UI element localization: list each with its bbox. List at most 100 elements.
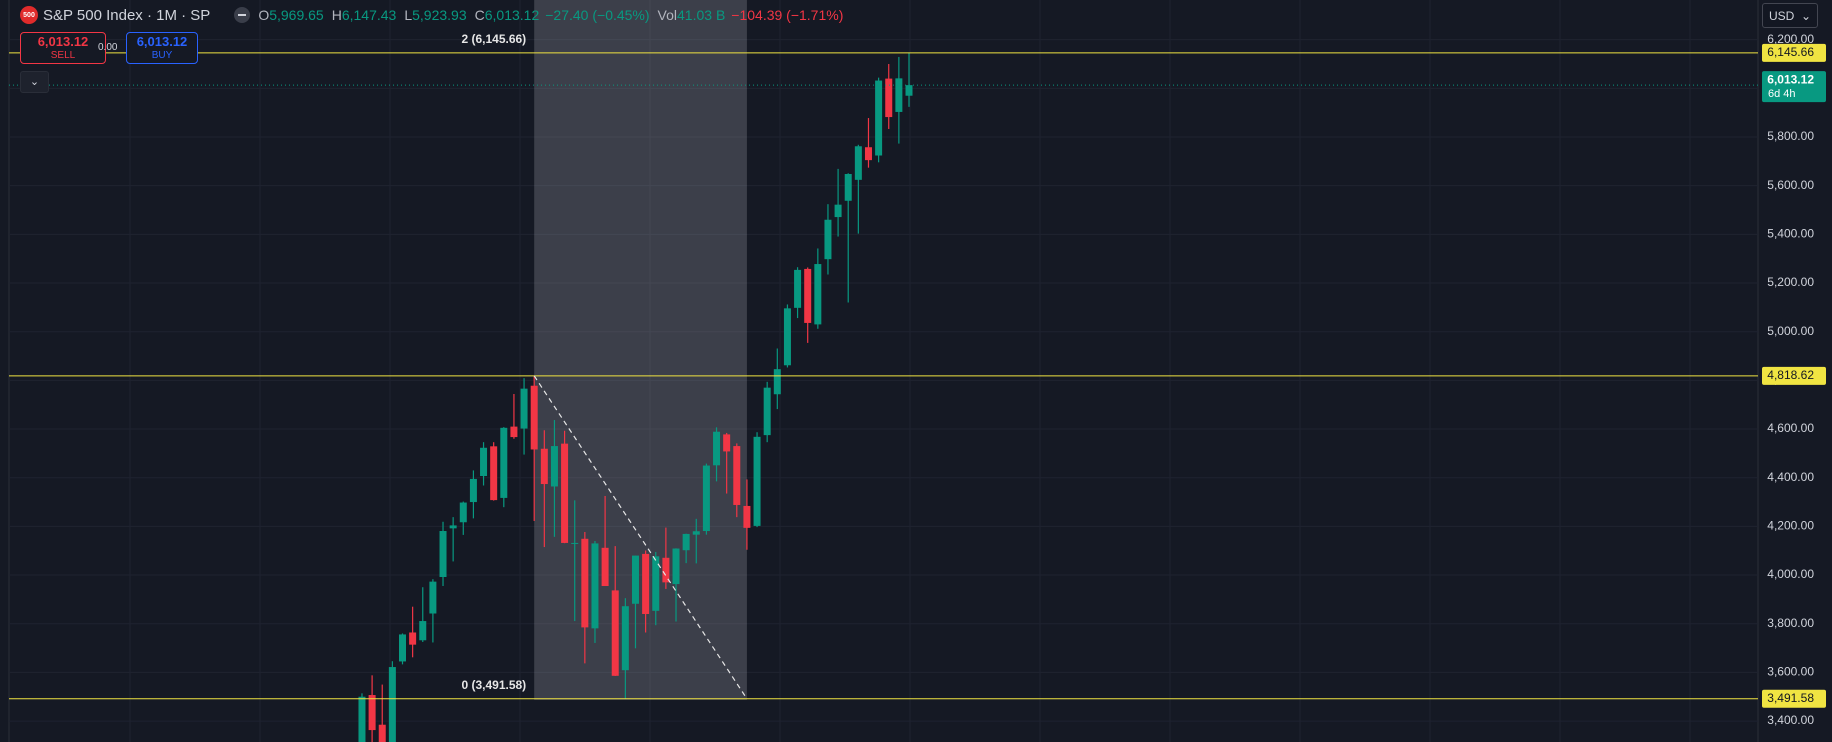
candle-body <box>672 548 680 585</box>
candle-body <box>500 427 508 498</box>
candle-body <box>713 431 721 466</box>
candle-body <box>702 465 710 532</box>
high-label: H <box>331 7 342 23</box>
y-tick-label: 3,400.00 <box>1767 713 1814 727</box>
candle-body <box>864 147 872 161</box>
vol-change: −104.39 (−1.71%) <box>731 7 844 23</box>
candle-body <box>540 448 548 485</box>
y-tick-label: 5,400.00 <box>1767 227 1814 241</box>
sell-price: 6,013.12 <box>37 34 89 49</box>
candle-body <box>662 557 670 583</box>
y-tick-label: 3,800.00 <box>1767 616 1814 630</box>
candle-body <box>358 696 366 742</box>
candle-body <box>743 505 751 528</box>
candle-body <box>520 388 528 429</box>
candle-body <box>824 219 832 260</box>
spread: 0.00 <box>98 42 118 53</box>
candle-body <box>368 695 376 731</box>
candle-body <box>723 434 731 452</box>
candle-body <box>794 269 802 308</box>
sell-label: SELL <box>50 50 76 61</box>
candle-body <box>550 446 558 487</box>
currency-label: USD <box>1769 9 1795 23</box>
candle-body <box>611 590 619 676</box>
candle-body <box>652 556 660 611</box>
candle-body <box>439 531 447 578</box>
y-tick-label: 3,600.00 <box>1767 665 1814 679</box>
candle-body <box>469 478 477 503</box>
y-tick-label: 4,000.00 <box>1767 567 1814 581</box>
close-label: C <box>474 7 485 23</box>
fib-label: 0 (3,491.58) <box>461 678 526 692</box>
level-label: 3,491.58 <box>1767 691 1814 705</box>
buy-button[interactable]: 6,013.12 BUY <box>126 32 198 64</box>
vol-value: 41.03 B <box>677 7 726 23</box>
expand-button[interactable]: ⌄ <box>20 71 49 93</box>
logo: 500 <box>20 6 38 24</box>
symbol-title[interactable]: S&P 500 Index · 1M · SP <box>43 6 211 24</box>
last-price-label: 6,013.12 <box>1767 72 1814 86</box>
level-tag <box>1762 689 1826 708</box>
countdown: 6d 4h <box>1768 88 1796 100</box>
candle-body <box>399 634 406 662</box>
candle-body <box>378 724 386 742</box>
candle-body <box>804 268 812 323</box>
buy-price: 6,013.12 <box>136 34 188 49</box>
y-tick-label: 4,400.00 <box>1767 470 1814 484</box>
candle-body <box>875 80 883 156</box>
y-tick-label: 5,600.00 <box>1767 178 1814 192</box>
high-value: 6,147.43 <box>341 7 397 23</box>
low-label: L <box>404 7 413 23</box>
candle-body <box>642 553 650 614</box>
open-label: O <box>258 7 270 23</box>
candle-body <box>631 555 639 604</box>
candle-body <box>895 78 903 112</box>
candle-body <box>388 667 396 742</box>
candle-body <box>834 204 842 218</box>
candle-body <box>409 632 417 645</box>
range-box <box>534 0 747 700</box>
vol-label: Vol <box>657 7 678 23</box>
candle-body <box>773 369 781 395</box>
candle-body <box>561 443 569 543</box>
y-tick-label: 4,600.00 <box>1767 421 1814 435</box>
last-price-tag <box>1762 71 1826 103</box>
sell-button[interactable]: 6,013.12 SELL <box>20 32 106 64</box>
candle-body <box>490 446 498 501</box>
candle-body <box>621 606 629 671</box>
currency-select[interactable]: USD ⌄ <box>1762 3 1818 28</box>
close-value: 6,013.12 <box>484 7 540 23</box>
collapse-button[interactable] <box>234 7 251 23</box>
candle-body <box>480 447 488 477</box>
candle-body <box>692 531 700 535</box>
candle-body <box>814 264 822 325</box>
candle-body <box>854 146 862 180</box>
candle-body <box>682 533 690 551</box>
y-tick-label: 4,200.00 <box>1767 519 1814 533</box>
candle-body <box>763 387 771 436</box>
candle-body <box>885 78 893 118</box>
level-label: 6,145.66 <box>1767 45 1814 59</box>
candle-body <box>449 525 457 529</box>
open-value: 5,969.65 <box>269 7 324 23</box>
y-tick-label: 5,000.00 <box>1767 324 1814 338</box>
candle-body <box>459 502 467 523</box>
candle-body <box>905 85 913 96</box>
fib-label: 2 (6,145.66) <box>461 32 526 46</box>
candle-body <box>419 621 427 641</box>
y-tick-label: 5,200.00 <box>1767 275 1814 289</box>
candle-body <box>581 538 589 628</box>
candle-body <box>844 174 852 201</box>
buy-label: BUY <box>151 50 173 61</box>
level-label: 4,818.62 <box>1767 368 1814 382</box>
candle-body <box>733 446 741 505</box>
candle-body <box>601 547 609 587</box>
candle-body <box>530 385 538 450</box>
candle-body <box>783 308 791 366</box>
level-tag <box>1762 43 1826 62</box>
candle-body <box>571 542 579 544</box>
candle-body <box>429 581 437 614</box>
y-tick-label: 5,800.00 <box>1767 129 1814 143</box>
